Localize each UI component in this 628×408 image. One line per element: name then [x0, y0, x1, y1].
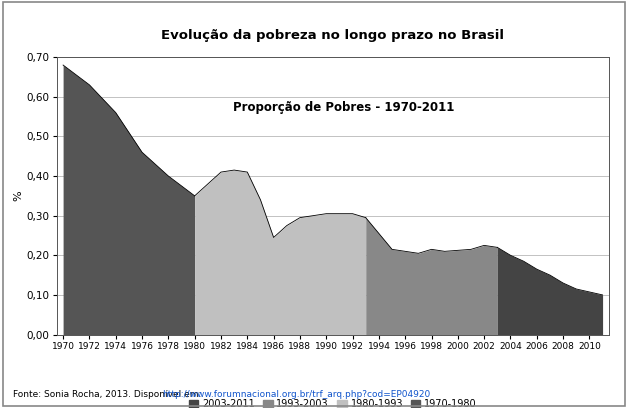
- Legend: 2003-2011, 1993-2003, 1980-1993, 1970-1980: 2003-2011, 1993-2003, 1980-1993, 1970-19…: [185, 395, 481, 408]
- Text: Fonte: Sonia Rocha, 2013. Disponível em:: Fonte: Sonia Rocha, 2013. Disponível em:: [13, 390, 204, 399]
- Text: Proporção de Pobres - 1970-2011: Proporção de Pobres - 1970-2011: [233, 100, 455, 113]
- Text: http://www.forumnacional.org.br/trf_arq.php?cod=EP04920: http://www.forumnacional.org.br/trf_arq.…: [162, 390, 430, 399]
- Y-axis label: %: %: [14, 191, 24, 201]
- Text: Evolução da pobreza no longo prazo no Brasil: Evolução da pobreza no longo prazo no Br…: [161, 29, 504, 42]
